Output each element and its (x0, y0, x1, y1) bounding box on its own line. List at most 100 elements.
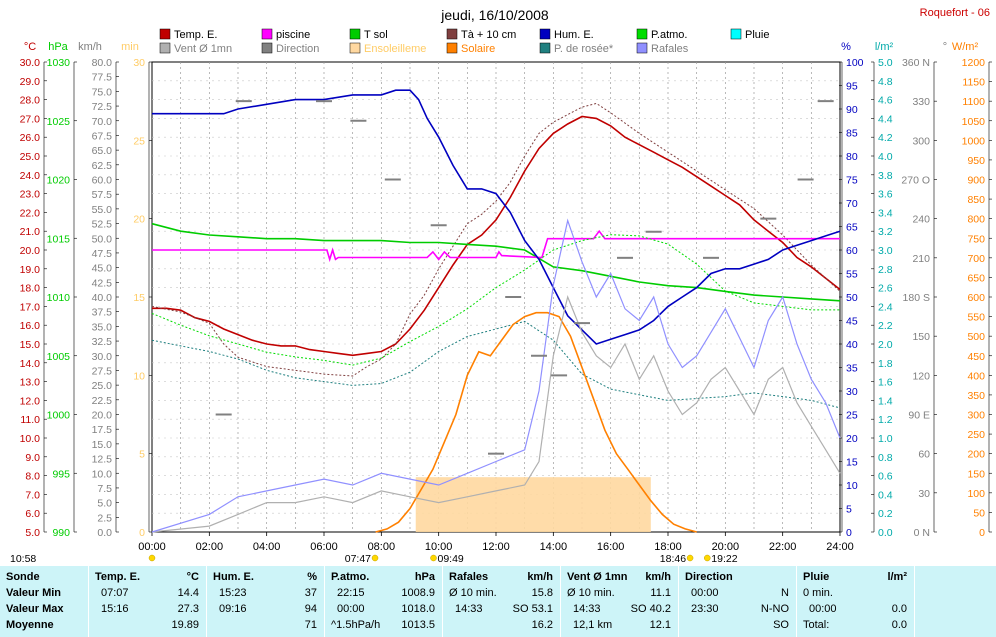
axis-tick-label: 15 (846, 457, 858, 469)
axis-tick-label: 90 (846, 104, 858, 116)
axis-tick-label: 25 (133, 135, 145, 147)
axis-tick-label: 22.5 (92, 395, 113, 407)
axis-unit-4: % (841, 41, 851, 53)
x-tick-label: 06:00 (310, 541, 338, 553)
series-p-de-ros-e- (151, 320, 841, 409)
x-tick-label: 18:00 (654, 541, 682, 553)
axis-tick-label: 3.8 (878, 170, 893, 182)
x-tick-label: 12:00 (482, 541, 510, 553)
axis-tick-label: 29.0 (20, 76, 41, 88)
axis-tick-label: 24.0 (20, 170, 41, 182)
sunshine-block (415, 477, 651, 532)
axis-tick-label: 17.0 (20, 301, 41, 313)
axis-tick-label: 100 (967, 488, 985, 500)
axis-tick-label: 40.0 (92, 292, 113, 304)
axis-tick-label: 1.4 (878, 395, 893, 407)
axis-tick-label: 17.5 (92, 424, 113, 436)
sun-marker-icon (704, 554, 711, 562)
axis-tick-label: 250 (967, 429, 985, 441)
sun-marker-label: 07:47 (345, 553, 371, 565)
max-value: 1018.0 (401, 603, 435, 615)
x-tick-label: 16:00 (597, 541, 625, 553)
min-value: 37 (304, 587, 317, 599)
axis-tick-label: 75.0 (92, 86, 113, 98)
min-time: 22:15 (337, 587, 365, 599)
axis-tick-label: 27.5 (92, 365, 113, 377)
axis-tick-label: 55 (846, 269, 858, 281)
legend-label: Rafales (651, 43, 689, 55)
axis-tick-label: 360 N (902, 57, 930, 69)
axis-tick-label: 62.5 (92, 160, 113, 172)
x-tick-label: 00:00 (138, 541, 166, 553)
axis-tick-label: 300 (912, 135, 930, 147)
legend-label: Tà + 10 cm (461, 29, 516, 41)
x-tick-label: 24:00 (826, 541, 854, 553)
legend-label: Vent Ø 1mn (174, 43, 232, 55)
axis-tick-label: 1005 (47, 351, 71, 363)
max-value: N-NO (760, 603, 789, 615)
axis-tick-label: 20 (846, 433, 858, 445)
max-time: 00:00 (809, 603, 837, 615)
x-tick-label: 02:00 (196, 541, 224, 553)
axis-unit-5: l/m² (875, 41, 894, 53)
axis-tick-label: 28.0 (20, 95, 41, 107)
col-unit: % (307, 571, 317, 583)
axis-tick-label: 450 (967, 351, 985, 363)
axis-tick-label: 1100 (962, 96, 985, 108)
legend-swatch (261, 42, 273, 54)
axis-tick-label: 70 (846, 198, 858, 210)
axis-tick-label: 4.8 (878, 76, 893, 88)
avg-note: 12,1 km (573, 619, 613, 631)
axis-tick-label: 550 (967, 312, 985, 324)
axis-tick-label: 20.0 (20, 245, 41, 257)
axis-tick-label: 16.0 (20, 320, 41, 332)
axis-unit-6: ° (943, 41, 947, 53)
legend-label: Hum. E. (554, 29, 594, 41)
summary-table: Sonde Valeur Min Valeur Max Moyenne Temp… (0, 566, 996, 637)
sun-marker-label: 09:49 (438, 553, 464, 565)
series-p-atmo- (151, 234, 840, 366)
col-unit: °C (186, 571, 199, 583)
series-piscine (152, 229, 840, 263)
summary-col-humidity: Hum. E. % 15:23 37 09:16 94 71 (206, 566, 325, 637)
axis-tick-label: 6.0 (25, 508, 40, 520)
axis-tick-label: 30 (133, 57, 145, 69)
axis-tick-label: 85 (846, 128, 858, 140)
avg-value: SO (773, 619, 789, 631)
axis-tick-label: 5 (846, 504, 852, 516)
axis-tick-label: 330 (912, 96, 930, 108)
axis-tick-label: 60.0 (92, 175, 113, 187)
legend-swatch (446, 28, 458, 40)
time-markers: 10:58 07:47 09:49 18:46 19:22 (10, 553, 738, 565)
axis-tick-label: 35 (846, 363, 858, 375)
series-t-10-cm (151, 102, 841, 377)
axis-tick-label: 240 (912, 214, 930, 226)
axis-tick-label: 95 (846, 81, 858, 93)
summary-col-temp: Temp. E. °C 07:07 14.4 15:16 27.3 19.89 (88, 566, 207, 637)
axis-tick-label: 3.0 (878, 245, 893, 257)
axis-tick-label: 14.0 (20, 358, 41, 370)
min-time: Ø 10 min. (449, 587, 497, 599)
axis-tick-label: 100 (846, 57, 864, 69)
axis-tick-label: 60 (846, 245, 858, 257)
series-hum-e- (152, 89, 841, 345)
x-tick-label: 08:00 (368, 541, 396, 553)
axis-tick-label: 200 (967, 449, 985, 461)
min-value: 15.8 (531, 587, 553, 599)
axis-tick-label: 40 (846, 339, 858, 351)
axis-tick-label: 13.0 (20, 377, 41, 389)
summary-col-empty (914, 566, 996, 637)
max-time: 14:33 (573, 603, 601, 615)
avg-note: Total: (803, 619, 830, 631)
axis-tick-label: 11.0 (20, 414, 40, 426)
axis-tick-label: 120 (912, 370, 930, 382)
chart-title: jeudi, 16/10/2008 (440, 7, 549, 23)
axis-tick-label: 4.0 (878, 151, 893, 163)
axis-tick-label: 1020 (47, 175, 71, 187)
axis-tick-label: 23.0 (20, 189, 41, 201)
axis-tick-label: 15.0 (92, 439, 113, 451)
axis-3: 0 5 10 15 20 25 30 (133, 57, 152, 539)
axis-tick-label: 1015 (47, 233, 71, 245)
min-value: 11.1 (650, 587, 671, 599)
axis-tick-label: 650 (967, 272, 985, 284)
